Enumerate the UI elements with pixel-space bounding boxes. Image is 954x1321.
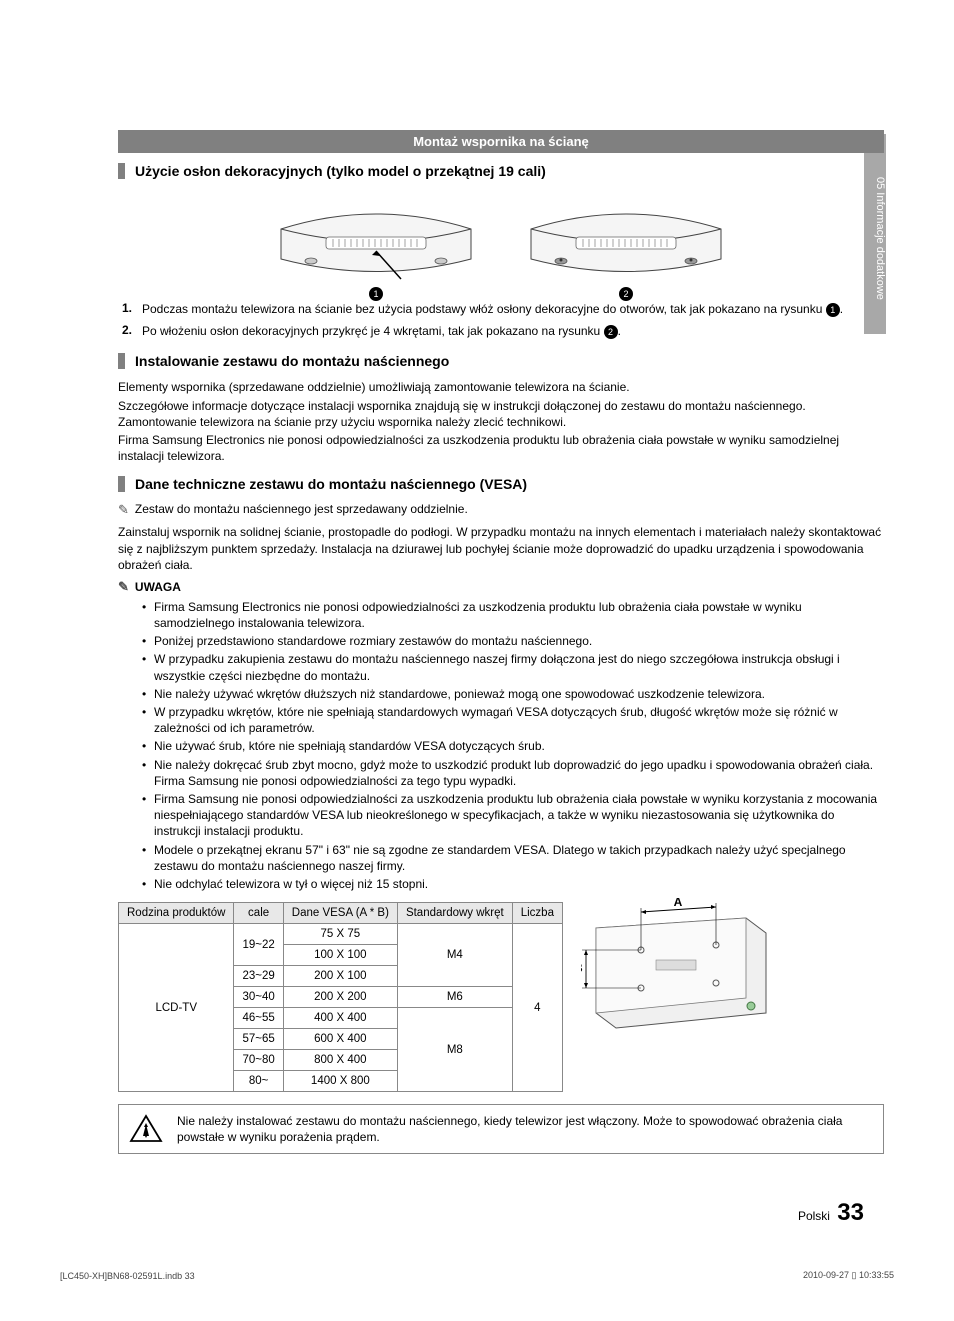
inline-step-circle: 2 [604, 325, 618, 339]
diagram-label-1: 1 [369, 287, 383, 301]
cell-count: 4 [512, 924, 562, 1092]
section1-heading-text: Użycie osłon dekoracyjnych (tylko model … [135, 163, 546, 179]
table-diagram-row: Rodzina produktówcaleDane VESA (A * B)St… [118, 894, 884, 1092]
page-lang-label: Polski [798, 1209, 830, 1223]
note1-text: Zestaw do montażu naściennego jest sprze… [135, 502, 468, 516]
cell-screw: M8 [397, 1008, 512, 1092]
cell-inch: 57~65 [234, 1029, 283, 1050]
cell-inch: 46~55 [234, 1008, 283, 1029]
diagram-2: 2 [521, 189, 731, 289]
section2-heading: Instalowanie zestawu do montażu naścienn… [118, 353, 884, 369]
page-content: Montaż wspornika na ścianę Użycie osłon … [0, 0, 954, 1194]
tv-back-diagram: A B [581, 898, 781, 1048]
bullet-item: W przypadku wkrętów, które nie spełniają… [144, 704, 884, 736]
cell-inch: 80~ [234, 1071, 283, 1092]
section2-para: Elementy wspornika (sprzedawane oddzieln… [118, 379, 884, 395]
inline-step-circle: 1 [826, 303, 840, 317]
step-number: 1. [122, 301, 142, 317]
bullet-item: Nie używać śrub, które nie spełniają sta… [144, 738, 884, 754]
bullet-item: Firma Samsung nie ponosi odpowiedzialnoś… [144, 791, 884, 840]
note-line-1: ✎ Zestaw do montażu naściennego jest spr… [118, 502, 884, 518]
page-number: Polski 33 [798, 1199, 864, 1227]
bullet-item: Firma Samsung Electronics nie ponosi odp… [144, 599, 884, 631]
section2-para: Szczegółowe informacje dotyczące instala… [118, 398, 884, 430]
section2-heading-text: Instalowanie zestawu do montażu naścienn… [135, 353, 449, 369]
table-header: Dane VESA (A * B) [283, 903, 397, 924]
step-item: 2.Po włożeniu osłon dekoracyjnych przykr… [122, 323, 884, 339]
cell-inch: 19~22 [234, 924, 283, 966]
diagram-1: 1 [271, 189, 481, 289]
step-number: 2. [122, 323, 142, 339]
uwaga-bullets: Firma Samsung Electronics nie ponosi odp… [144, 599, 884, 892]
cell-inch: 23~29 [234, 966, 283, 987]
step-text: Podczas montażu telewizora na ścianie be… [142, 301, 884, 317]
cell-vesa: 600 X 400 [283, 1029, 397, 1050]
cell-vesa: 200 X 200 [283, 987, 397, 1008]
section2-paragraphs: Elementy wspornika (sprzedawane oddzieln… [118, 379, 884, 464]
heading-bar [118, 163, 125, 179]
bullet-item: Poniżej przedstawiono standardowe rozmia… [144, 633, 884, 649]
page-num-value: 33 [837, 1199, 864, 1226]
warning-triangle-icon [129, 1114, 163, 1144]
heading-bar [118, 476, 125, 492]
bullet-item: Nie należy używać wkrętów dłuższych niż … [144, 686, 884, 702]
table-row: LCD-TV19~2275 X 75M44 [119, 924, 563, 945]
table-header: Liczba [512, 903, 562, 924]
dim-b: B [581, 961, 583, 975]
table-header: Standardowy wkręt [397, 903, 512, 924]
section3-heading-text: Dane techniczne zestawu do montażu naści… [135, 476, 527, 492]
section2-para: Firma Samsung Electronics nie ponosi odp… [118, 432, 884, 464]
cell-vesa: 1400 X 800 [283, 1071, 397, 1092]
diagram-row: 1 2 [118, 189, 884, 289]
cell-screw: M4 [397, 924, 512, 987]
cell-screw: M6 [397, 987, 512, 1008]
footer-right: 2010-09-27 ▯ 10:33:55 [803, 1270, 894, 1281]
cell-vesa: 100 X 100 [283, 945, 397, 966]
cell-vesa: 800 X 400 [283, 1050, 397, 1071]
vesa-table: Rodzina produktówcaleDane VESA (A * B)St… [118, 902, 563, 1092]
table-header: Rodzina produktów [119, 903, 234, 924]
dim-a: A [674, 898, 683, 909]
title-bar: Montaż wspornika na ścianę [118, 130, 884, 153]
cell-vesa: 400 X 400 [283, 1008, 397, 1029]
section3-heading: Dane techniczne zestawu do montażu naści… [118, 476, 884, 492]
note-icon: ✎ [118, 502, 129, 518]
warning-box: Nie należy instalować zestawu do montażu… [118, 1104, 884, 1154]
cell-vesa: 75 X 75 [283, 924, 397, 945]
install-para: Zainstaluj wspornik na solidnej ścianie,… [118, 524, 884, 573]
bullet-item: Nie odchylać telewizora w tył o więcej n… [144, 876, 884, 892]
cell-inch: 30~40 [234, 987, 283, 1008]
bullet-item: W przypadku zakupienia zestawu do montaż… [144, 651, 884, 683]
cell-inch: 70~80 [234, 1050, 283, 1071]
diagram-label-2: 2 [619, 287, 633, 301]
section1-heading: Użycie osłon dekoracyjnych (tylko model … [118, 163, 884, 179]
note-icon: ✎ [118, 579, 129, 595]
bullet-item: Nie należy dokręcać śrub zbyt mocno, gdy… [144, 757, 884, 789]
footer-left: [LC450-XH]BN68-02591L.indb 33 [60, 1271, 195, 1281]
section1-steps: 1.Podczas montażu telewizora na ścianie … [118, 301, 884, 339]
bullet-item: Modele o przekątnej ekranu 57" i 63" nie… [144, 842, 884, 874]
step-text: Po włożeniu osłon dekoracyjnych przykręć… [142, 323, 884, 339]
step-item: 1.Podczas montażu telewizora na ścianie … [122, 301, 884, 317]
uwaga-heading: ✎ UWAGA [118, 579, 884, 595]
cell-family: LCD-TV [119, 924, 234, 1092]
heading-bar [118, 353, 125, 369]
table-header: cale [234, 903, 283, 924]
uwaga-label: UWAGA [135, 580, 181, 594]
warning-text: Nie należy instalować zestawu do montażu… [177, 1113, 873, 1145]
cell-vesa: 200 X 100 [283, 966, 397, 987]
